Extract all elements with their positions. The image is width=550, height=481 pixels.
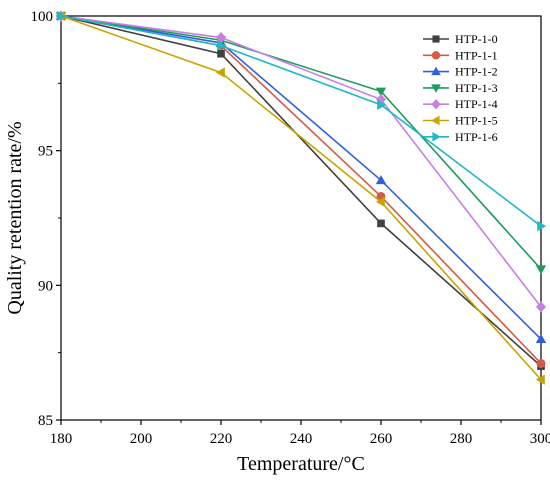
data-point (431, 115, 440, 126)
series-htp-1-6 (57, 10, 547, 232)
data-point (216, 31, 226, 44)
legend-label: HTP-1-0 (455, 32, 498, 46)
data-point (535, 374, 545, 385)
legend-item: HTP-1-2 (423, 65, 498, 79)
y-tick-label: 90 (38, 278, 53, 294)
y-tick-label: 85 (38, 413, 53, 429)
data-point (215, 67, 225, 78)
x-tick-label: 180 (50, 431, 73, 447)
series-htp-1-5 (55, 10, 545, 385)
x-tick-label: 220 (210, 431, 233, 447)
data-point (535, 334, 547, 344)
series-line (60, 15, 542, 227)
x-tick-label: 280 (450, 431, 473, 447)
legend-item: HTP-1-0 (423, 32, 498, 46)
data-point (536, 358, 546, 368)
series-line (60, 15, 542, 381)
series-line (60, 15, 542, 340)
data-point (375, 87, 387, 97)
axes-layer: 180 200 220 240 260 280 300 85 90 95 100 (31, 9, 550, 447)
x-tick-label: 260 (370, 431, 393, 447)
data-point (535, 265, 547, 275)
data-point (431, 51, 441, 60)
x-tick-label: 300 (530, 431, 550, 447)
data-point (377, 219, 385, 228)
x-axis-title: Temperature/°C (237, 453, 365, 475)
data-point (57, 10, 67, 22)
legend-item: HTP-1-6 (423, 130, 498, 144)
series-line (60, 15, 542, 308)
legend-label: HTP-1-5 (455, 114, 498, 128)
legend-item: HTP-1-3 (423, 81, 498, 95)
data-point (432, 35, 440, 43)
y-tick-label: 95 (38, 144, 53, 160)
legend-label: HTP-1-1 (455, 48, 498, 62)
legend-label: HTP-1-3 (455, 81, 498, 95)
data-point (217, 40, 227, 51)
legend-label: HTP-1-6 (455, 130, 498, 144)
series-line (60, 15, 542, 367)
legend: HTP-1-0 HTP-1-1 HTP-1-2 HTP-1-3 HTP-1-4 HTP-1… (423, 32, 498, 144)
data-point (431, 66, 441, 76)
legend-label: HTP-1-2 (455, 65, 498, 79)
x-tick-label: 240 (290, 431, 313, 447)
legend-item: HTP-1-4 (423, 97, 498, 111)
data-point (536, 301, 546, 313)
y-tick-label: 100 (31, 9, 54, 25)
legend-item: HTP-1-1 (423, 48, 498, 62)
series-line (60, 15, 542, 270)
data-point (431, 84, 441, 93)
legend-label: HTP-1-4 (455, 97, 498, 111)
data-point (432, 131, 441, 142)
data-point (375, 196, 385, 208)
data-point (537, 220, 547, 232)
x-tick-label: 200 (130, 431, 153, 447)
legend-item: HTP-1-5 (423, 114, 498, 128)
data-point (217, 49, 225, 58)
data-point (375, 175, 387, 185)
data-point (431, 98, 441, 110)
series-layer (55, 10, 547, 385)
data-point (377, 99, 387, 111)
y-axis-title: Quality retention rate/% (4, 121, 26, 314)
